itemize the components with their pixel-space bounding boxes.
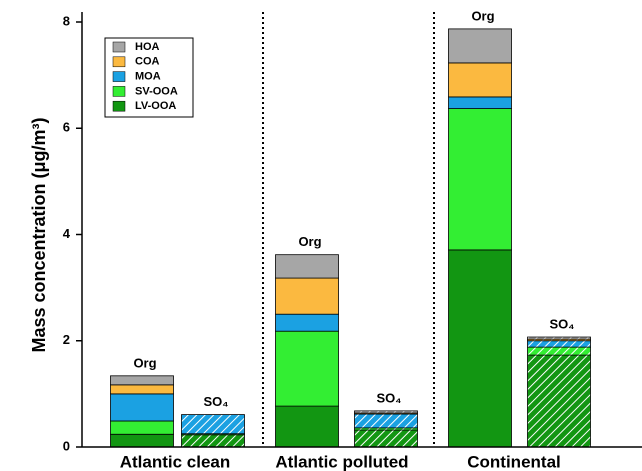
- bar-segment: [110, 433, 174, 448]
- bar-segment: [181, 434, 245, 448]
- group-label: Atlantic clean: [120, 452, 231, 471]
- legend-label: LV-OOA: [135, 100, 176, 112]
- bar-segment: [354, 413, 418, 429]
- bar-label: Org: [133, 355, 156, 370]
- y-tick-label: 2: [63, 332, 70, 347]
- bar-label: Org: [298, 234, 321, 249]
- bar-segment: [448, 62, 512, 98]
- y-tick-label: 0: [63, 438, 70, 453]
- bar-segment: [527, 346, 591, 356]
- legend-label: HOA: [135, 41, 160, 53]
- y-tick-label: 6: [63, 120, 70, 135]
- bar-segment: [448, 108, 512, 251]
- legend-label: SV-OOA: [135, 85, 178, 97]
- bar-segment: [110, 384, 174, 395]
- bar-segment: [275, 277, 339, 315]
- bar-label: SO₄: [377, 390, 402, 405]
- bar-segment: [354, 429, 418, 448]
- legend-label: COA: [135, 56, 160, 68]
- bar-label: SO₄: [550, 316, 575, 331]
- bar-segment: [275, 405, 339, 448]
- group-label: Atlantic polluted: [275, 452, 408, 471]
- legend-swatch: [112, 41, 126, 53]
- bar-segment: [275, 313, 339, 332]
- bar-segment: [110, 375, 174, 386]
- y-axis-label: Mass concentration (μg/m³): [29, 117, 49, 352]
- group-label: Continental: [467, 452, 561, 471]
- legend-swatch: [112, 71, 126, 82]
- bar-segment: [354, 410, 418, 414]
- bar-label: SO₄: [204, 394, 229, 409]
- bar-segment: [527, 336, 591, 340]
- bar-segment: [181, 414, 245, 435]
- bar-label: Org: [471, 8, 494, 23]
- bar-segment: [110, 420, 174, 435]
- bar-segment: [448, 28, 512, 64]
- bar-segment: [448, 96, 512, 109]
- legend-swatch: [112, 100, 126, 112]
- y-tick-label: 4: [63, 226, 71, 241]
- legend-label: MOA: [135, 71, 161, 83]
- bar-segment: [275, 330, 339, 407]
- bar-segment: [448, 249, 512, 448]
- legend-swatch: [112, 56, 126, 68]
- bar-segment: [275, 254, 339, 279]
- y-tick-label: 8: [63, 13, 70, 28]
- bar-segment: [110, 393, 174, 422]
- legend-swatch: [112, 86, 126, 97]
- bar-segment: [527, 340, 591, 348]
- bar-segment: [527, 354, 591, 448]
